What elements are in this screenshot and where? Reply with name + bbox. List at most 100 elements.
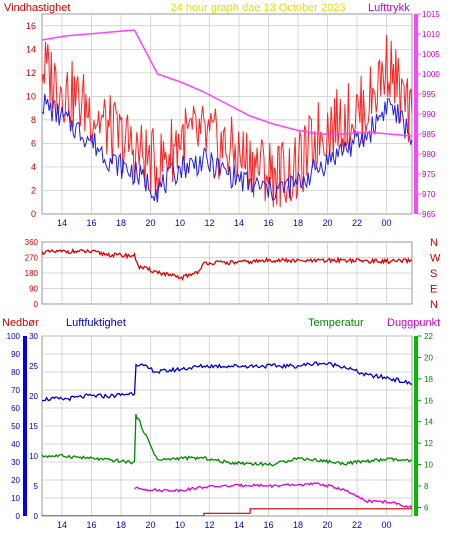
temperature-tick-label: 20 xyxy=(424,353,433,362)
x-tick-label: 20 xyxy=(322,520,332,530)
wind-gust-line xyxy=(42,34,412,208)
pressure-tick-label: 965 xyxy=(422,210,436,219)
x-tick-label: 22 xyxy=(352,520,362,530)
wind-tick-label: 16 xyxy=(26,21,36,31)
wind-tick-label: 4 xyxy=(31,162,36,172)
x-tick-label: 18 xyxy=(116,520,126,530)
x-tick-label: 12 xyxy=(204,520,214,530)
humidity-tick-label: 15 xyxy=(29,422,38,431)
rain-tick-label: 10 xyxy=(11,494,20,503)
temperature-axis-bar xyxy=(414,336,418,516)
wind-plot-area xyxy=(41,13,413,215)
temperature-tick-label: 18 xyxy=(424,375,433,384)
rain-tick-label: 30 xyxy=(11,458,20,467)
pressure-tick-label: 995 xyxy=(422,90,436,99)
humidity-label: Luftfuktighet xyxy=(66,317,126,329)
wind-direction-line xyxy=(42,247,412,281)
rain-tick-label: 60 xyxy=(11,404,20,413)
humidity-tick-label: 20 xyxy=(29,392,38,401)
pressure-label: Lufttrykk xyxy=(368,2,410,14)
x-tick-label: 18 xyxy=(293,520,303,530)
x-tick-label: 20 xyxy=(145,520,155,530)
x-tick-label: 20 xyxy=(322,218,332,228)
direction-tick-label: 180 xyxy=(25,269,39,278)
x-tick-label: 18 xyxy=(116,218,126,228)
temperature-tick-label: 10 xyxy=(424,461,433,470)
x-tick-label: 14 xyxy=(234,218,244,228)
humidity-tick-label: 30 xyxy=(29,332,38,341)
x-tick-label: 18 xyxy=(293,218,303,228)
dewpoint-label: Duggpunkt xyxy=(387,317,440,329)
compass-label: N xyxy=(430,237,438,249)
pressure-tick-label: 1015 xyxy=(422,10,440,19)
rain-tick-label: 20 xyxy=(11,476,20,485)
pressure-tick-label: 975 xyxy=(422,170,436,179)
climate-series xyxy=(42,361,412,516)
x-tick-label: 14 xyxy=(234,520,244,530)
pressure-tick-label: 980 xyxy=(422,150,436,159)
compass-label: W xyxy=(430,253,441,265)
temperature-label: Temperatur xyxy=(308,317,364,329)
pressure-tick-label: 1005 xyxy=(422,50,440,59)
temperature-tick-label: 12 xyxy=(424,439,433,448)
rain-tick-label: 40 xyxy=(11,440,20,449)
humidity-tick-label: 10 xyxy=(29,452,38,461)
direction-tick-label: 90 xyxy=(29,285,38,294)
wind-speed-label: Vindhastighet xyxy=(4,2,70,14)
humidity-tick-label: 5 xyxy=(34,482,39,491)
chart-title: 24 hour graph dae 13 October 2023 xyxy=(171,2,346,14)
wind-tick-label: 2 xyxy=(31,185,36,195)
dewpoint-line xyxy=(134,481,412,509)
rain-tick-label: 80 xyxy=(11,368,20,377)
x-tick-label: 22 xyxy=(352,218,362,228)
pressure-tick-label: 990 xyxy=(422,110,436,119)
x-tick-label: 14 xyxy=(57,520,67,530)
pressure-line xyxy=(42,29,412,137)
compass-label: N xyxy=(430,299,438,311)
wind-tick-label: 8 xyxy=(31,115,36,125)
humidity-tick-label: 0 xyxy=(34,512,39,521)
pressure-tick-label: 1000 xyxy=(422,70,440,79)
pressure-axis-bar xyxy=(414,14,418,214)
pressure-tick-label: 970 xyxy=(422,190,436,199)
compass-label: E xyxy=(430,284,437,296)
pressure-tick-label: 985 xyxy=(422,130,436,139)
x-tick-label: 16 xyxy=(263,218,273,228)
temperature-tick-label: 16 xyxy=(424,396,433,405)
x-tick-label: 12 xyxy=(204,218,214,228)
temperature-tick-label: 8 xyxy=(424,482,429,491)
compass-label: S xyxy=(430,268,437,280)
wind-series xyxy=(42,29,412,208)
x-tick-label: 14 xyxy=(57,218,67,228)
rain-label: Nedbør xyxy=(2,317,39,329)
wind-tick-label: 0 xyxy=(31,209,36,219)
rain-line xyxy=(42,508,412,516)
rain-tick-label: 90 xyxy=(11,350,20,359)
rain-tick-label: 0 xyxy=(16,512,21,521)
x-tick-label: 10 xyxy=(175,218,185,228)
x-tick-label: 16 xyxy=(86,520,96,530)
direction-series xyxy=(42,247,412,281)
x-tick-label: 00 xyxy=(381,218,391,228)
humidity-line xyxy=(42,361,412,402)
temperature-tick-label: 22 xyxy=(424,332,433,341)
pressure-tick-label: 1010 xyxy=(422,30,440,39)
direction-tick-label: 0 xyxy=(34,300,39,309)
temperature-tick-label: 6 xyxy=(424,503,429,512)
x-tick-label: 00 xyxy=(381,520,391,530)
wind-tick-label: 14 xyxy=(26,44,36,54)
x-tick-label: 20 xyxy=(145,218,155,228)
rain-axis-bar xyxy=(23,336,27,516)
rain-tick-label: 100 xyxy=(7,332,21,341)
wind-tick-label: 10 xyxy=(26,91,36,101)
temperature-tick-label: 14 xyxy=(424,418,433,427)
wind-tick-label: 6 xyxy=(31,138,36,148)
x-tick-label: 16 xyxy=(86,218,96,228)
direction-tick-label: 360 xyxy=(25,238,39,247)
wind-average-line xyxy=(42,93,412,203)
rain-tick-label: 50 xyxy=(11,422,20,431)
direction-tick-label: 270 xyxy=(25,254,39,263)
wind-tick-label: 12 xyxy=(26,68,36,78)
